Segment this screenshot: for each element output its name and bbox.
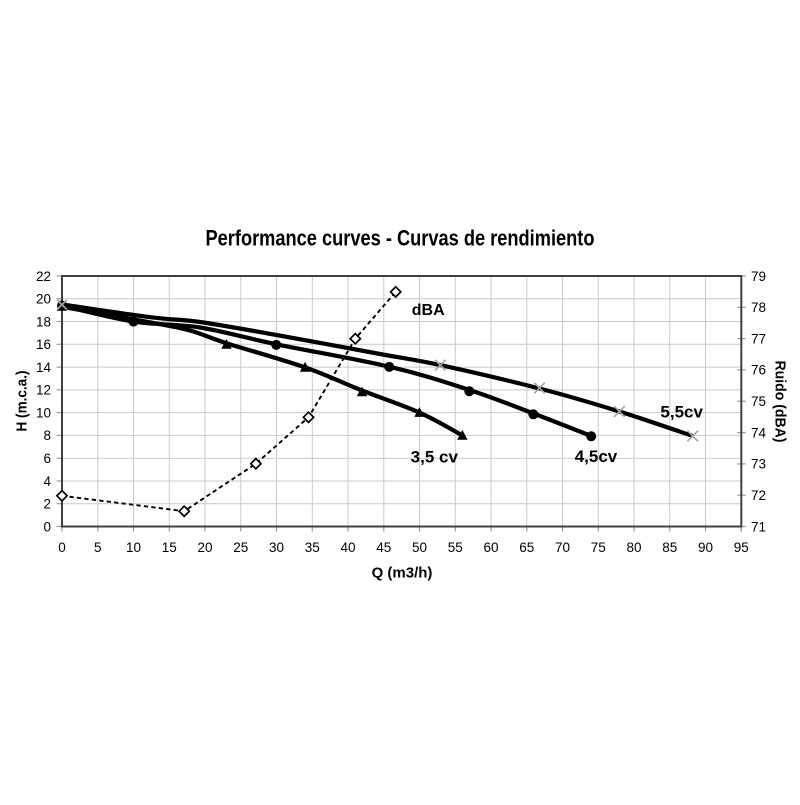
svg-text:80: 80 bbox=[626, 540, 641, 555]
svg-text:16: 16 bbox=[36, 337, 51, 352]
svg-text:50: 50 bbox=[412, 540, 427, 555]
svg-text:35: 35 bbox=[305, 540, 320, 555]
svg-text:18: 18 bbox=[36, 314, 51, 329]
svg-text:8: 8 bbox=[43, 428, 51, 443]
svg-text:12: 12 bbox=[36, 383, 51, 398]
svg-text:73: 73 bbox=[751, 457, 766, 472]
svg-text:70: 70 bbox=[555, 540, 570, 555]
svg-text:10: 10 bbox=[126, 540, 141, 555]
svg-text:Q (m3/h): Q (m3/h) bbox=[372, 565, 433, 582]
svg-text:Ruido (dBA): Ruido (dBA) bbox=[772, 361, 789, 443]
svg-text:55: 55 bbox=[448, 540, 463, 555]
svg-text:6: 6 bbox=[43, 451, 51, 466]
svg-text:4,5cv: 4,5cv bbox=[575, 447, 618, 466]
svg-text:60: 60 bbox=[483, 540, 498, 555]
svg-text:78: 78 bbox=[751, 300, 766, 315]
svg-text:5,5cv: 5,5cv bbox=[660, 402, 703, 421]
svg-text:95: 95 bbox=[734, 540, 749, 555]
svg-text:15: 15 bbox=[162, 540, 177, 555]
svg-text:2: 2 bbox=[43, 497, 51, 512]
svg-text:65: 65 bbox=[519, 540, 534, 555]
svg-text:0: 0 bbox=[43, 519, 51, 534]
svg-text:71: 71 bbox=[751, 519, 766, 534]
svg-text:77: 77 bbox=[751, 331, 766, 346]
svg-text:25: 25 bbox=[233, 540, 248, 555]
svg-text:20: 20 bbox=[197, 540, 212, 555]
svg-text:75: 75 bbox=[591, 540, 606, 555]
svg-text:76: 76 bbox=[751, 363, 766, 378]
svg-text:4: 4 bbox=[43, 474, 51, 489]
svg-text:3,5 cv: 3,5 cv bbox=[411, 448, 459, 467]
svg-text:Performance curves - Curvas de: Performance curves - Curvas de rendimien… bbox=[206, 226, 595, 251]
svg-text:H (m.c.a.): H (m.c.a.) bbox=[14, 370, 31, 431]
svg-text:79: 79 bbox=[751, 269, 766, 284]
svg-text:45: 45 bbox=[376, 540, 391, 555]
svg-text:10: 10 bbox=[36, 405, 51, 420]
svg-text:74: 74 bbox=[751, 425, 767, 440]
svg-text:72: 72 bbox=[751, 488, 766, 503]
svg-text:85: 85 bbox=[662, 540, 677, 555]
svg-text:22: 22 bbox=[36, 269, 51, 284]
svg-text:5: 5 bbox=[94, 540, 102, 555]
svg-text:30: 30 bbox=[269, 540, 284, 555]
svg-text:75: 75 bbox=[751, 394, 766, 409]
svg-text:20: 20 bbox=[36, 292, 51, 307]
svg-text:dBA: dBA bbox=[412, 302, 445, 319]
svg-text:14: 14 bbox=[36, 360, 52, 375]
svg-text:40: 40 bbox=[340, 540, 355, 555]
svg-text:0: 0 bbox=[58, 540, 66, 555]
svg-text:90: 90 bbox=[698, 540, 713, 555]
